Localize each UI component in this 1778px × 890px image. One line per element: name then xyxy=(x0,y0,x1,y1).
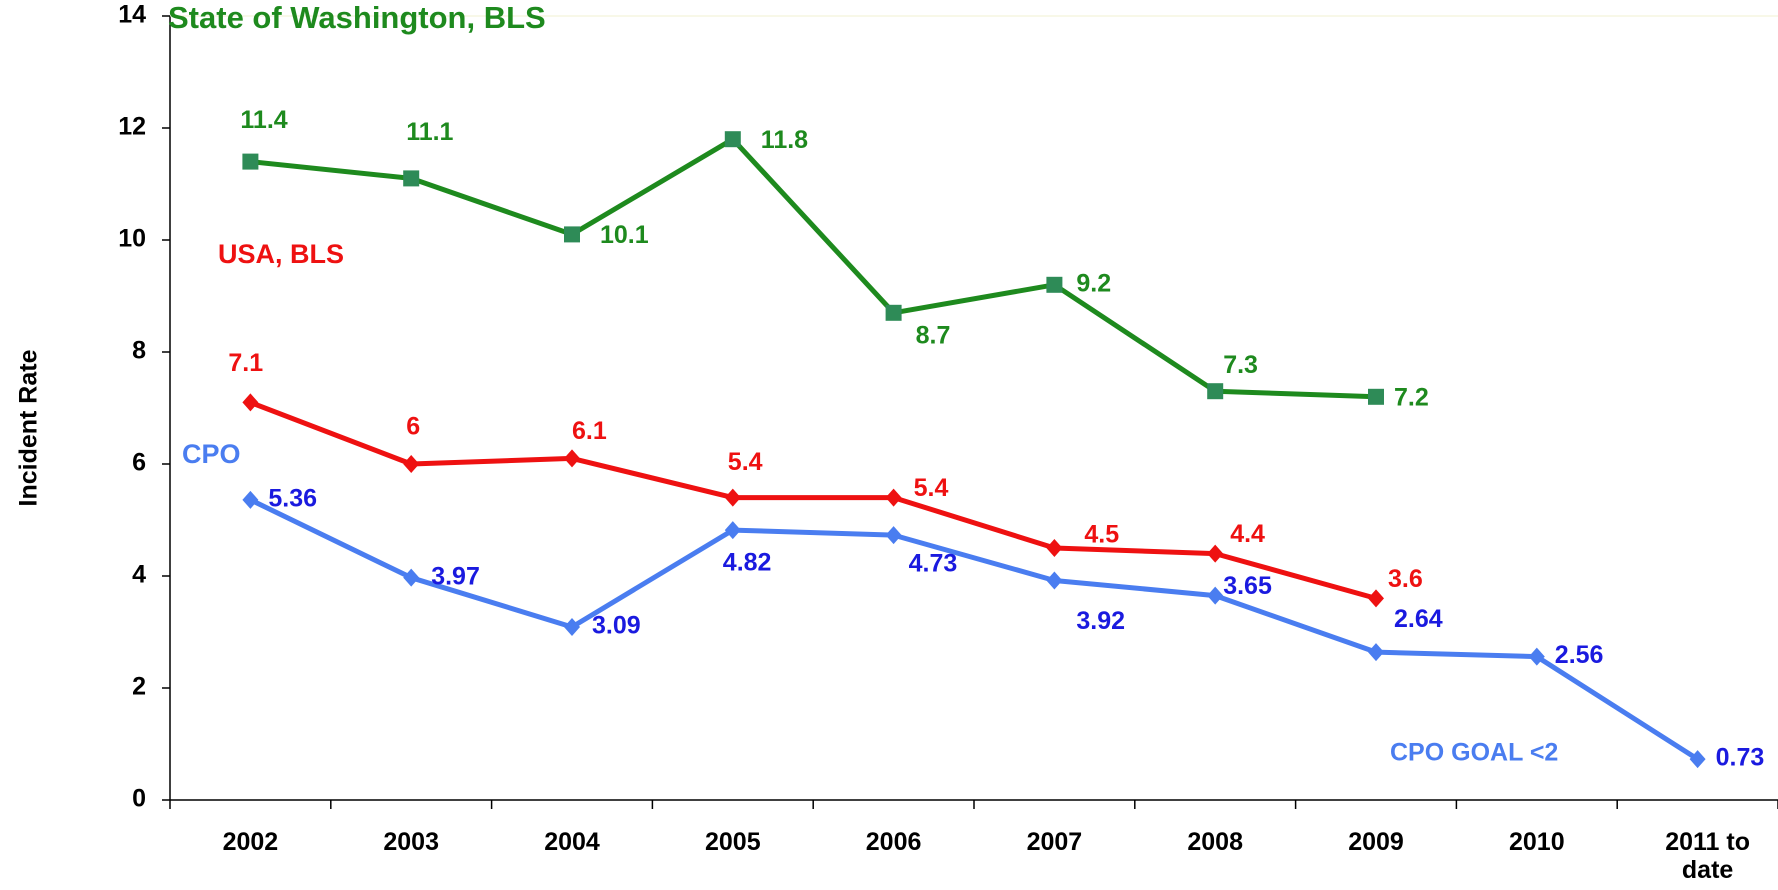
y-tick-label: 10 xyxy=(118,225,146,253)
data-label: 3.97 xyxy=(431,562,480,590)
y-tick-label: 6 xyxy=(132,449,146,477)
data-label: 6 xyxy=(406,413,420,441)
marker xyxy=(724,521,741,540)
marker xyxy=(403,455,420,473)
data-label: 8.7 xyxy=(916,321,951,349)
series-line xyxy=(249,497,1699,762)
data-label: 2.64 xyxy=(1394,605,1443,633)
data-label: 11.8 xyxy=(761,126,808,154)
marker xyxy=(1368,388,1384,405)
series-line xyxy=(250,136,1377,400)
y-axis-label: Incident Rate xyxy=(15,349,43,506)
y-tick-label: 12 xyxy=(118,113,146,141)
marker xyxy=(564,226,580,243)
data-label: 2.56 xyxy=(1555,641,1604,669)
marker xyxy=(885,526,902,545)
data-label: 7.2 xyxy=(1394,383,1429,411)
marker xyxy=(1207,586,1224,605)
y-tick-label: 4 xyxy=(132,561,146,589)
marker xyxy=(1368,643,1384,662)
data-label: 11.1 xyxy=(406,118,453,146)
x-tick-label: 2003 xyxy=(383,828,439,856)
marker xyxy=(885,304,902,321)
data-label: 10.1 xyxy=(600,221,649,249)
data-label: 0.73 xyxy=(1716,744,1765,772)
annotation: CPO GOAL <2 xyxy=(1390,739,1558,767)
marker xyxy=(564,617,580,636)
series-label: USA, BLS xyxy=(218,239,344,269)
data-label: 4.4 xyxy=(1230,520,1265,548)
data-label: 7.1 xyxy=(228,349,263,377)
marker xyxy=(403,568,420,587)
x-tick-label: 2007 xyxy=(1026,828,1083,856)
data-label: 4.82 xyxy=(723,549,772,577)
marker xyxy=(1528,647,1545,666)
marker xyxy=(1368,589,1384,608)
marker xyxy=(724,131,741,148)
marker xyxy=(1207,544,1224,563)
data-label: 4.73 xyxy=(909,550,958,578)
data-label: 3.92 xyxy=(1076,607,1125,635)
series-label: State of Washington, BLS xyxy=(168,0,546,35)
marker xyxy=(242,393,259,412)
marker xyxy=(724,488,741,507)
marker xyxy=(1046,571,1063,590)
data-label: 3.65 xyxy=(1223,572,1272,600)
y-tick-label: 8 xyxy=(132,337,146,365)
y-tick-label: 2 xyxy=(132,673,146,701)
x-tick-label: 2009 xyxy=(1348,828,1404,856)
data-label: 5.4 xyxy=(728,448,763,476)
data-label: 7.3 xyxy=(1223,351,1258,379)
x-tick-label: 2002 xyxy=(222,828,279,856)
marker xyxy=(403,170,420,187)
y-tick-label: 0 xyxy=(132,785,146,813)
x-tick-label: 2004 xyxy=(544,828,600,856)
data-label: 5.4 xyxy=(914,474,949,502)
marker xyxy=(1689,750,1706,769)
data-label: 5.36 xyxy=(268,484,317,512)
data-label: 6.1 xyxy=(572,417,607,445)
x-tick-label: 2005 xyxy=(704,828,761,856)
marker xyxy=(1046,276,1063,293)
marker xyxy=(564,449,580,468)
x-tick-label: 2006 xyxy=(865,828,922,856)
series-label: CPO xyxy=(182,439,241,469)
data-label: 3.6 xyxy=(1388,565,1423,593)
marker xyxy=(885,488,902,507)
data-label: 3.09 xyxy=(592,612,641,640)
data-label: 11.4 xyxy=(240,106,287,134)
marker xyxy=(1046,539,1063,557)
x-tick-label: 2011 to date xyxy=(1665,828,1750,884)
data-label: 4.5 xyxy=(1084,521,1119,549)
x-tick-label: 2008 xyxy=(1187,828,1243,856)
y-tick-label: 14 xyxy=(118,1,146,29)
x-tick-label: 2010 xyxy=(1508,828,1565,856)
marker xyxy=(242,153,259,170)
data-label: 9.2 xyxy=(1076,269,1111,297)
series-line xyxy=(249,400,1377,601)
marker xyxy=(242,490,259,509)
marker xyxy=(1207,383,1224,400)
